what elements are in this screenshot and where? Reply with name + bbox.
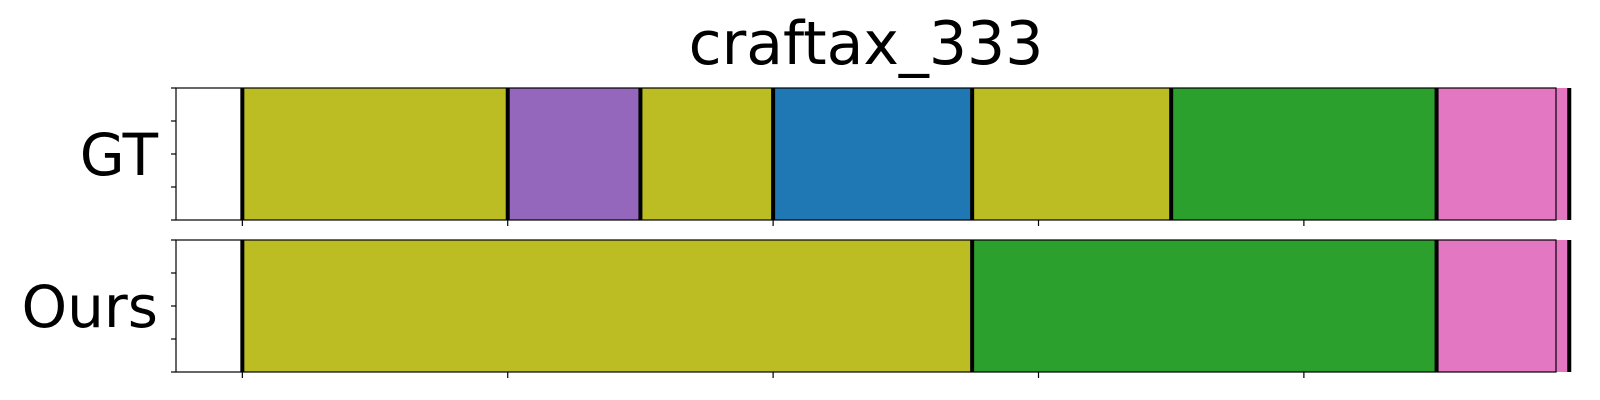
segment-gt-3	[773, 88, 973, 220]
row-label-ours: Ours	[22, 273, 158, 341]
segment-ours-2	[1436, 240, 1570, 372]
row-label-gt: GT	[80, 121, 159, 189]
segment-gt-4	[972, 88, 1172, 220]
segment-gt-0	[242, 88, 508, 220]
segment-gt-5	[1171, 88, 1437, 220]
segment-gt-6	[1436, 88, 1570, 220]
segment-ours-1	[972, 240, 1437, 372]
segment-ours-0	[242, 240, 973, 372]
chart-title: craftax_333	[688, 9, 1044, 79]
segment-gt-1	[507, 88, 641, 220]
segment-gt-2	[640, 88, 774, 220]
